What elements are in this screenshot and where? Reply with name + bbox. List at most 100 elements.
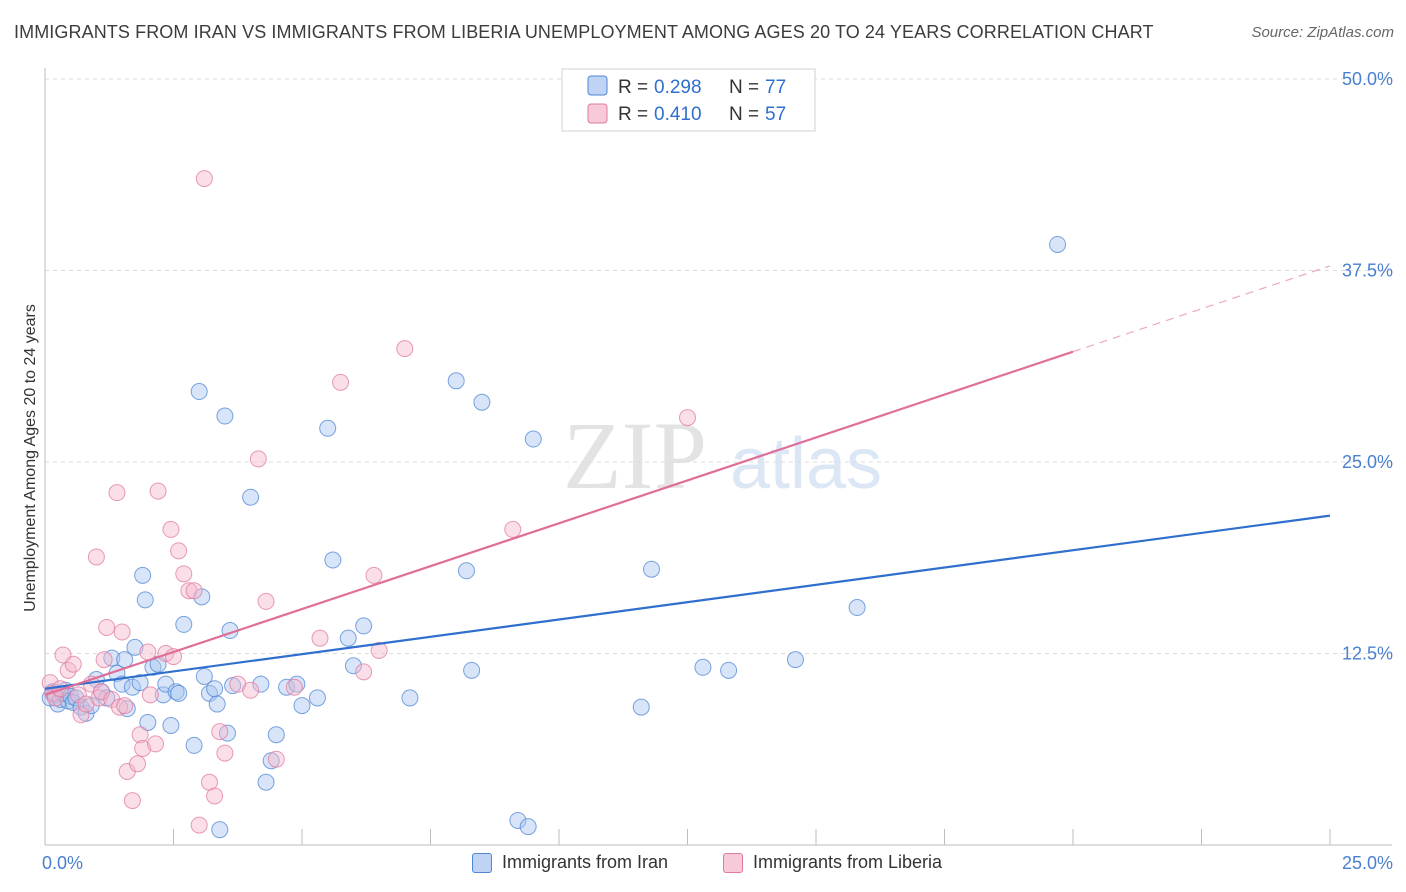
iran-point: [457, 562, 475, 580]
tick-label-layer: 12.5% 25.0% 37.5% 50.0% 0.0% 25.0%: [42, 69, 1393, 873]
liberia-point: [98, 618, 116, 636]
iran-point: [211, 821, 229, 839]
legend-liberia-n-value: 57: [765, 104, 786, 125]
liberia-point: [180, 582, 198, 600]
liberia-point: [206, 787, 224, 805]
liberia-point: [195, 170, 213, 188]
iran-point: [519, 818, 537, 836]
liberia-point: [257, 592, 275, 610]
legend-liberia-r-value: 0.410: [654, 104, 702, 125]
iran-point: [190, 383, 208, 401]
iran-point: [344, 657, 362, 675]
iran-point: [1049, 235, 1067, 253]
iran-point: [126, 638, 144, 656]
liberia-point: [370, 641, 388, 659]
iran-point: [267, 726, 285, 744]
liberia-point: [141, 686, 159, 704]
liberia-point: [64, 655, 82, 673]
iran-point: [308, 689, 326, 707]
liberia-point: [129, 755, 147, 773]
iran-point: [524, 430, 542, 448]
iran-point: [786, 651, 804, 669]
y-tick-label: 50.0%: [1342, 69, 1393, 89]
iran-point: [242, 488, 260, 506]
legend-liberia-swatch: [587, 103, 608, 124]
iran-point: [195, 667, 213, 685]
liberia-point: [95, 651, 113, 669]
chart-title: IMMIGRANTS FROM IRAN VS IMMIGRANTS FROM …: [14, 22, 1154, 42]
liberia-point: [211, 723, 229, 741]
liberia-point: [46, 689, 64, 707]
stats-legend: R = 0.298 N = 77 R = 0.410 N = 57: [561, 68, 816, 132]
iran-point: [162, 717, 180, 735]
legend-iran-r-value: 0.298: [654, 77, 702, 98]
x-tick-label: 25.0%: [1342, 853, 1393, 873]
iran-point: [206, 680, 224, 698]
liberia-point: [249, 450, 267, 468]
liberia-point: [355, 663, 373, 681]
iran-point: [208, 695, 226, 713]
grid-layer: [45, 78, 1392, 654]
liberia-point: [162, 520, 180, 538]
y-axis-title: Unemployment Among Ages 20 to 24 years: [22, 304, 39, 612]
iran-point: [848, 599, 866, 617]
iran-point: [355, 617, 373, 635]
liberia-point: [216, 744, 234, 762]
liberia-point: [311, 629, 329, 647]
y-tick-label: 12.5%: [1342, 644, 1393, 664]
points-layer: [41, 170, 1067, 839]
watermark-zip: ZIP: [563, 402, 707, 509]
liberia-point: [131, 726, 149, 744]
liberia-point: [72, 706, 90, 724]
source-label: Source: ZipAtlas.com: [1251, 24, 1394, 41]
legend-iran-n-value: 77: [765, 77, 786, 98]
legend-item-iran: Immigrants from Iran: [472, 852, 668, 873]
iran-point: [167, 683, 185, 701]
iran-point: [293, 697, 311, 715]
y-tick-label: 37.5%: [1342, 261, 1393, 281]
iran-point: [67, 689, 85, 707]
liberia-point: [170, 542, 188, 560]
liberia-point: [332, 373, 350, 391]
iran-point: [257, 773, 275, 791]
liberia-point: [242, 681, 260, 699]
liberia-point: [175, 565, 193, 583]
legend-item-liberia: Immigrants from Liberia: [723, 852, 942, 873]
iran-point: [509, 811, 527, 829]
liberia-point: [134, 739, 152, 757]
x-tick-label: 0.0%: [42, 853, 83, 873]
iran-point: [643, 560, 661, 578]
axis-layer: [44, 68, 1392, 846]
iran-point: [324, 551, 342, 569]
liberia-point: [113, 623, 131, 641]
liberia-point: [123, 792, 141, 810]
series-legend: Immigrants from Iran Immigrants from Lib…: [0, 852, 1406, 878]
liberia-trend-line: [44, 350, 1074, 696]
liberia-point: [365, 566, 383, 584]
iran-point: [185, 736, 203, 754]
iran-point: [463, 661, 481, 679]
watermark-atlas: atlas: [730, 424, 882, 504]
legend-iran-n-label: N =: [729, 77, 759, 98]
iran-point: [694, 658, 712, 676]
iran-point: [139, 713, 157, 731]
trend-layer: [44, 265, 1331, 696]
iran-point: [447, 372, 465, 390]
legend-iran-marker: [472, 852, 492, 873]
iran-point: [131, 674, 149, 692]
iran-trend-line: [44, 514, 1331, 690]
y-tick-label: 25.0%: [1342, 452, 1393, 472]
liberia-point: [679, 409, 696, 427]
iran-point: [216, 407, 234, 425]
iran-point: [720, 661, 738, 679]
liberia-point: [87, 548, 105, 566]
legend-liberia-marker: [723, 852, 743, 873]
liberia-point: [285, 678, 303, 696]
liberia-point: [147, 735, 165, 753]
legend-liberia-label: Immigrants from Liberia: [753, 852, 943, 872]
iran-point: [252, 675, 270, 693]
iran-point: [170, 684, 188, 702]
liberia-point: [185, 582, 203, 600]
legend-iran-swatch: [587, 75, 608, 96]
